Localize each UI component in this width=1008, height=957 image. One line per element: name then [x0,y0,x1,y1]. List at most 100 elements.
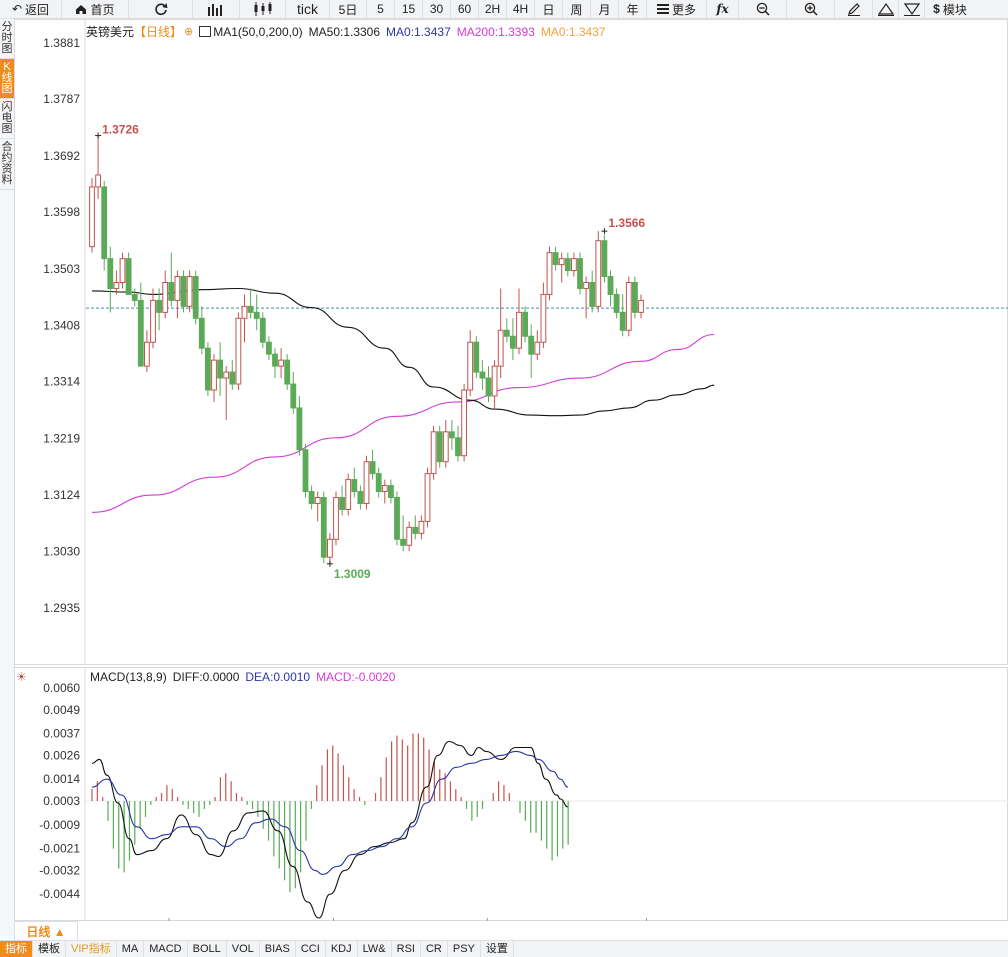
candle-body [248,306,253,312]
period-select-button[interactable]: 日线 ▲ [14,921,78,941]
candle-body [389,486,394,498]
month-button[interactable]: 月 [591,0,619,18]
price-tick-label: 1.3408 [43,319,80,333]
ma0-value: MA0:1.3437 [386,25,451,39]
week-button[interactable]: 周 [563,0,591,18]
home-button[interactable]: 首页 [62,0,129,18]
tab-contract-info[interactable]: 合约资料 [0,139,14,190]
2h-button[interactable]: 2H [479,0,507,18]
candle-body [608,277,613,295]
year-button[interactable]: 年 [619,0,647,18]
indicator-tab-1[interactable]: 模板 [33,941,66,957]
back-button[interactable]: ↶返回 [0,0,62,18]
price-axis: 1.38811.37871.36921.35981.35031.34081.33… [43,36,80,615]
toolbar: ↶返回 首页 tick 5日 5 15 30 60 2H 4H 日 周 月 年 … [0,0,1008,19]
candle-body [163,282,168,312]
60min-button[interactable]: 60 [451,0,479,18]
indicator-tab-5[interactable]: BOLL [188,941,227,957]
ma50-line [92,289,714,416]
macd-settings-icon[interactable]: ☀ [16,670,32,684]
indicator-tab-2[interactable]: VIP指标 [66,941,117,957]
candle-body [559,259,564,265]
settings-icon[interactable]: ⊕ [184,25,193,38]
price-tick-label: 1.3692 [43,149,80,163]
triangle-down-icon [904,2,920,16]
indicator-tab-14[interactable]: 设置 [481,941,514,957]
indicator-tab-12[interactable]: CR [421,941,448,957]
macd-tick-label: 0.0026 [43,748,80,762]
15min-button[interactable]: 15 [395,0,423,18]
candle-body [547,253,552,295]
indicator-tab-0[interactable]: 指标 [0,941,33,957]
candle-body [620,312,625,330]
candle-body [584,282,589,288]
candlestick-button[interactable] [240,0,286,18]
pattern-up-button[interactable] [873,0,899,18]
tick-button[interactable]: tick [286,0,330,18]
tab-timeshare[interactable]: 分时图 [0,19,14,59]
indicator-tab-3[interactable]: MA [117,941,145,957]
zoom-in-icon [804,2,818,16]
candle-body [401,539,406,545]
macd-name: MACD(13,8,9) [90,670,167,684]
zoom-out-button[interactable] [739,0,787,18]
formula-button[interactable]: fx [707,0,739,18]
indicator-tab-6[interactable]: VOL [227,941,260,957]
candle-body [303,450,308,492]
candle-body [291,384,296,408]
indicator-tab-4[interactable]: MACD [144,941,187,957]
pencil-icon [847,2,861,16]
macd-tick-label: 0.0014 [43,772,80,786]
bar-chart-button[interactable] [193,0,240,18]
chart-grid [15,19,1008,921]
indicator-tab-10[interactable]: LW& [358,941,392,957]
tab-flash[interactable]: 闪电图 [0,99,14,139]
ma-indicator-icon[interactable] [199,26,211,37]
annotation-label: 1.3566 [608,216,645,230]
macd-tick-label: -0.0032 [39,863,80,877]
macd-tick-label: 0.0049 [43,703,80,717]
candle-body [309,492,314,504]
candle-body [242,306,247,318]
indicator-tab-11[interactable]: RSI [392,941,421,957]
candle-body [206,348,211,390]
candle-body [364,462,369,504]
indicator-tab-9[interactable]: KDJ [326,941,358,957]
candle-body [108,259,113,289]
kline-chart[interactable]: 1.38811.37871.36921.35981.35031.34081.33… [14,19,1008,921]
5day-button[interactable]: 5日 [330,0,367,18]
candle-body [352,480,357,492]
candle-body [230,372,235,384]
candle-body [578,259,583,289]
draw-line-button[interactable] [835,0,873,18]
price-tick-label: 1.3881 [43,36,80,50]
candle-body [541,294,546,342]
candle-body [529,336,534,354]
candle-body [572,259,577,271]
4h-button[interactable]: 4H [507,0,535,18]
indicator-tab-7[interactable]: BIAS [260,941,296,957]
candle-body [498,330,503,366]
indicator-tab-8[interactable]: CCI [296,941,326,957]
candle-body [297,408,302,450]
30min-button[interactable]: 30 [423,0,451,18]
candle-body [419,521,424,533]
candle-body [462,390,467,456]
candle-body [96,175,101,187]
indicator-tab-13[interactable]: PSY [448,941,481,957]
candle-body [212,360,217,390]
candle-body [376,474,381,492]
more-button[interactable]: 更多 [647,0,707,18]
candle-body [639,300,644,312]
pattern-down-button[interactable] [899,0,925,18]
symbol-name: 英镑美元 [86,23,134,40]
5min-button[interactable]: 5 [367,0,395,18]
refresh-button[interactable] [129,0,193,18]
zoom-in-button[interactable] [787,0,835,18]
day-button[interactable]: 日 [535,0,563,18]
price-tick-label: 1.3598 [43,205,80,219]
macd-tick-label: -0.0021 [39,842,80,856]
ma0-value-2: MA0:1.3437 [541,25,606,39]
mode-button[interactable]: $模块 [925,0,975,18]
